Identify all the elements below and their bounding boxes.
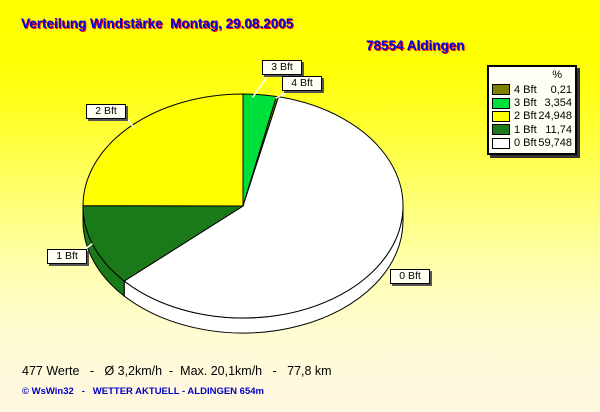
pie-slice-0-bft [123, 96, 404, 319]
legend-row: 2 Bft 24,948 [492, 110, 572, 123]
legend-value: 0,21 [550, 83, 572, 96]
legend-label: 1 Bft [514, 123, 537, 136]
legend-row: 1 Bft 11,74 [492, 123, 572, 136]
slice-label-3bft: 3 Bft [262, 60, 302, 75]
slice-label-2bft: 2 Bft [86, 104, 126, 119]
slice-label-4bft: 4 Bft [282, 76, 322, 91]
page-title: Verteilung Windstärke Montag, 29.08.2005 [21, 16, 294, 31]
legend-label: 4 Bft [514, 83, 537, 96]
legend-label: 2 Bft [514, 110, 537, 123]
legend-color-swatch [492, 137, 510, 149]
leader-line-2bft [125, 116, 135, 129]
legend-rows: 4 Bft 0,21 3 Bft 3,354 2 Bft 24,948 1 Bft 11,74… [492, 83, 572, 150]
legend-row: 0 Bft 59,748 [492, 137, 572, 150]
legend-value: 11,74 [545, 123, 572, 136]
legend-label: 0 Bft [514, 137, 537, 150]
legend: % 4 Bft 0,21 3 Bft 3,354 2 Bft 24,948 1 Bft 11,… [487, 65, 577, 155]
slice-label-1bft: 1 Bft [47, 249, 87, 264]
pie-3d [82, 93, 404, 334]
leader-line-3bft [252, 74, 269, 98]
stats-line: 477 Werte - Ø 3,2km/h - Max. 20,1km/h - … [22, 364, 332, 378]
legend-value: 24,948 [538, 110, 572, 123]
pie-slice-1-bft [82, 205, 245, 282]
slice-label-0bft: 0 Bft [390, 269, 430, 284]
legend-row: 3 Bft 3,354 [492, 96, 572, 109]
legend-color-swatch [492, 97, 510, 109]
copyright-line: © WsWin32 - WETTER AKTUELL - ALDINGEN 65… [22, 386, 264, 397]
legend-color-swatch [492, 110, 510, 122]
legend-color-swatch [492, 84, 510, 96]
legend-value: 59,748 [538, 137, 572, 150]
station-label: 78554 Aldingen [366, 38, 465, 53]
legend-value: 3,354 [544, 97, 572, 110]
legend-column-header: % [552, 69, 562, 81]
legend-color-swatch [492, 124, 510, 136]
legend-label: 3 Bft [514, 97, 537, 110]
pie-slice-2-bft [82, 93, 244, 207]
legend-row: 4 Bft 0,21 [492, 83, 572, 96]
leader-line-4bft [275, 90, 290, 99]
